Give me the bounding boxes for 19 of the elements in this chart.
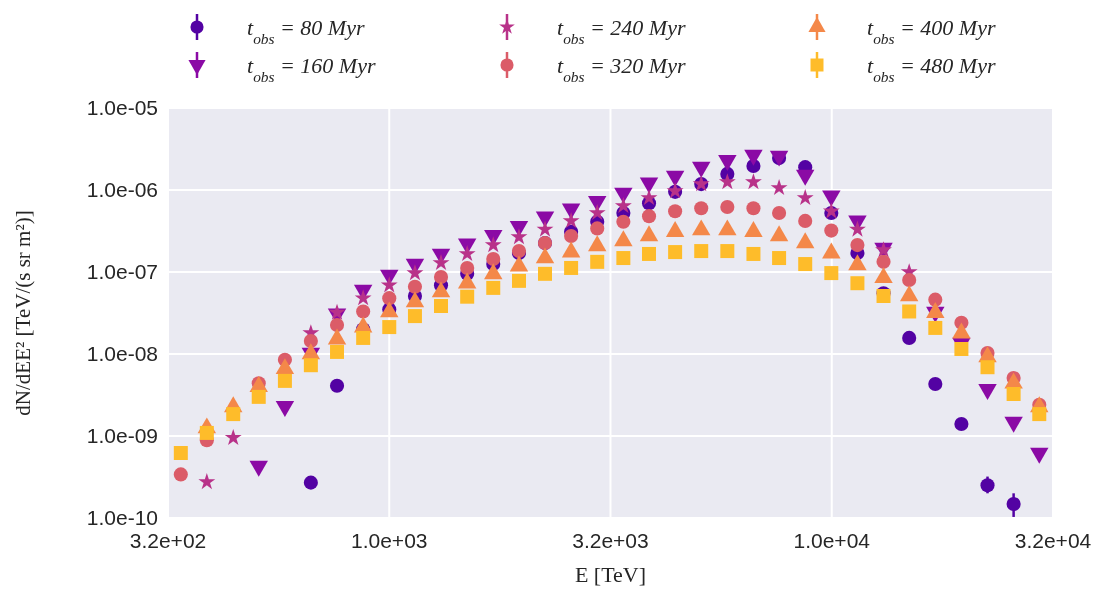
y-tick-label: 1.0e-09 [86, 424, 158, 447]
y-tick-label: 1.0e-05 [86, 96, 158, 119]
legend-label: t$_{obs}$ = 160 Myr [247, 53, 376, 85]
x-tick-label: 3.2e+04 [1014, 529, 1092, 552]
x-tick-label: 3.2e+03 [572, 529, 649, 552]
x-tick-label: 1.0e+04 [793, 529, 871, 552]
y-tick-label: 1.0e-08 [86, 342, 158, 365]
x-axis-title: E [TeV] [574, 562, 647, 587]
y-axis-title: dN/dEE² [TeV/(s sr m²)] [11, 210, 35, 416]
legend-label: t$_{obs}$ = 400 Myr [867, 15, 996, 47]
legend-label: t$_{obs}$ = 320 Myr [557, 53, 686, 85]
legend-label: t$_{obs}$ = 80 Myr [247, 15, 365, 47]
legend-label: t$_{obs}$ = 240 Myr [557, 15, 686, 47]
y-tick-label: 1.0e-10 [86, 506, 158, 529]
y-tick-label: 1.0e-07 [86, 260, 158, 283]
legend-label: t$_{obs}$ = 480 Myr [867, 53, 996, 85]
x-tick-label: 3.2e+02 [129, 529, 207, 552]
x-tick-label: 1.0e+03 [351, 529, 428, 552]
y-tick-label: 1.0e-06 [86, 178, 158, 201]
